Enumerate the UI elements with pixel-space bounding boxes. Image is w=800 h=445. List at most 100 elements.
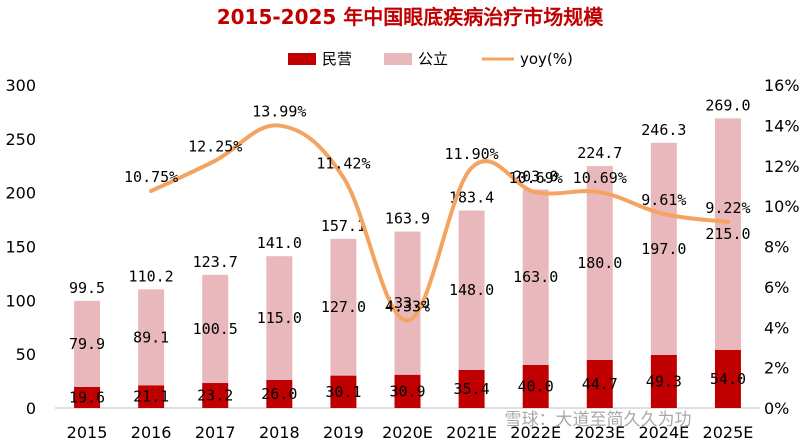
bar-public xyxy=(202,274,229,384)
data-label-yoy: 13.99% xyxy=(252,103,306,121)
data-label-private: 26.0 xyxy=(261,385,297,403)
bar-private xyxy=(138,385,165,408)
right-axis-tick-label: 12% xyxy=(764,157,800,176)
data-label-total: 203.0 xyxy=(513,167,558,185)
yoy-series: 10.75% 12.25% 13.99% 11.42% 4.33% 11.90% 10.69… xyxy=(124,103,751,323)
data-label-yoy: 9.61% xyxy=(641,191,686,209)
data-label-yoy: 10.69% xyxy=(509,169,563,187)
bar-public xyxy=(138,289,165,386)
data-label-private: 21.1 xyxy=(133,388,169,406)
data-label-public: 197.0 xyxy=(641,240,686,258)
data-label-yoy: 9.22% xyxy=(705,199,750,217)
data-label-yoy: 4.33% xyxy=(385,298,430,316)
data-label-public: 100.5 xyxy=(193,320,238,338)
x-axis-tick-label: 2017 xyxy=(195,423,236,442)
left-axis-tick-label: 250 xyxy=(5,130,36,149)
data-label-yoy: 10.75% xyxy=(124,168,178,186)
x-axis-ticks: 2015 2016 2017 2018 2019 2020E 2021E 2022E 2023E… xyxy=(67,423,754,442)
x-axis-tick-label: 2025E xyxy=(703,423,754,442)
data-label-total: 110.2 xyxy=(129,267,174,285)
legend-label-public: 公立 xyxy=(418,50,448,68)
x-axis-tick-label: 2015 xyxy=(67,423,108,442)
legend-swatch-private xyxy=(288,53,316,65)
data-label-private: 49.3 xyxy=(646,372,682,390)
x-axis-tick-label: 2020E xyxy=(382,423,433,442)
bar-public xyxy=(714,118,741,350)
data-label-public: 115.0 xyxy=(257,309,302,327)
bar-public xyxy=(586,166,613,360)
data-label-yoy: 10.69% xyxy=(573,169,627,187)
left-axis-tick-label: 300 xyxy=(5,76,36,95)
data-label-private: 44.7 xyxy=(582,375,618,393)
data-label-public: 127.0 xyxy=(321,298,366,316)
data-label-private: 54.0 xyxy=(710,370,746,388)
data-label-public: 215.0 xyxy=(705,225,750,243)
right-axis-tick-label: 4% xyxy=(764,318,789,337)
left-axis-tick-label: 200 xyxy=(5,184,36,203)
data-label-private: 40.0 xyxy=(518,377,554,395)
watermark: 雪球：大道至简久久为功 xyxy=(505,410,692,430)
legend-label-private: 民营 xyxy=(322,50,352,68)
left-axis-tick-label: 100 xyxy=(5,291,36,310)
right-axis-tick-label: 6% xyxy=(764,278,789,297)
data-label-total: 269.0 xyxy=(705,96,750,114)
legend: 民营 公立 yoy(%) xyxy=(288,50,573,68)
x-axis-tick-label: 2021E xyxy=(446,423,497,442)
chart-title: 2015-2025 年中国眼底疾病治疗市场规模 xyxy=(217,5,605,29)
data-label-total: 123.7 xyxy=(193,253,238,271)
data-label-total: 99.5 xyxy=(69,279,105,297)
data-label-total: 224.7 xyxy=(577,144,622,162)
x-axis-tick-label: 2016 xyxy=(131,423,172,442)
data-label-public: 79.9 xyxy=(69,335,105,353)
bar-public xyxy=(266,256,293,381)
data-label-private: 19.6 xyxy=(69,388,105,406)
x-axis-tick-label: 2019 xyxy=(323,423,364,442)
yoy-line xyxy=(149,123,730,323)
bar-public xyxy=(74,300,101,387)
bar-private xyxy=(330,375,357,408)
data-label-private: 30.1 xyxy=(325,383,361,401)
x-axis-tick-label: 2024E xyxy=(638,423,689,442)
data-label-total: 157.1 xyxy=(321,217,366,235)
x-axis-tick-label: 2022E xyxy=(510,423,561,442)
right-axis-tick-label: 14% xyxy=(764,116,800,135)
bar-private xyxy=(74,386,101,408)
left-axis-ticks: 0 50 100 150 200 250 300 xyxy=(5,76,36,418)
data-label-yoy: 12.25% xyxy=(188,138,242,156)
data-label-public: 180.0 xyxy=(577,254,622,272)
data-label-total: 141.0 xyxy=(257,234,302,252)
bar-private xyxy=(586,359,613,408)
x-axis-tick-label: 2018 xyxy=(259,423,300,442)
data-label-total: 163.9 xyxy=(385,210,430,228)
data-label-private: 30.9 xyxy=(389,382,425,400)
right-axis-ticks: 0% 2% 4% 6% 8% 10% 12% 14% 16% xyxy=(764,76,800,418)
bar-public xyxy=(522,189,549,365)
bar-public xyxy=(394,231,421,375)
right-axis-tick-label: 16% xyxy=(764,76,800,95)
bar-private xyxy=(458,369,485,408)
data-label-public: 148.0 xyxy=(449,281,494,299)
bar-private xyxy=(714,349,741,408)
data-label-private: 23.2 xyxy=(197,387,233,405)
bar-private xyxy=(202,383,229,408)
bar-private xyxy=(650,354,677,408)
data-label-yoy: 11.90% xyxy=(444,145,498,163)
bar-public xyxy=(330,238,357,376)
data-label-total: 183.4 xyxy=(449,189,494,207)
x-axis-tick-label: 2023E xyxy=(574,423,625,442)
legend-swatch-public xyxy=(384,53,412,65)
left-axis-tick-label: 150 xyxy=(5,238,36,257)
left-axis-tick-label: 0 xyxy=(26,399,36,418)
bar-private xyxy=(266,380,293,408)
right-axis-tick-label: 8% xyxy=(764,238,789,257)
bar-public xyxy=(650,142,677,355)
data-label-yoy: 11.42% xyxy=(316,154,370,172)
left-axis-tick-label: 50 xyxy=(16,345,36,364)
right-axis-tick-label: 0% xyxy=(764,399,789,418)
right-axis-tick-label: 2% xyxy=(764,359,789,378)
bar-public xyxy=(458,210,485,370)
bar-labels: 19.6 79.9 99.5 21.1 89.1 110.2 23.2 100.5 123.7 2… xyxy=(69,96,751,406)
right-axis-tick-label: 10% xyxy=(764,197,800,216)
data-label-public: 89.1 xyxy=(133,328,169,346)
